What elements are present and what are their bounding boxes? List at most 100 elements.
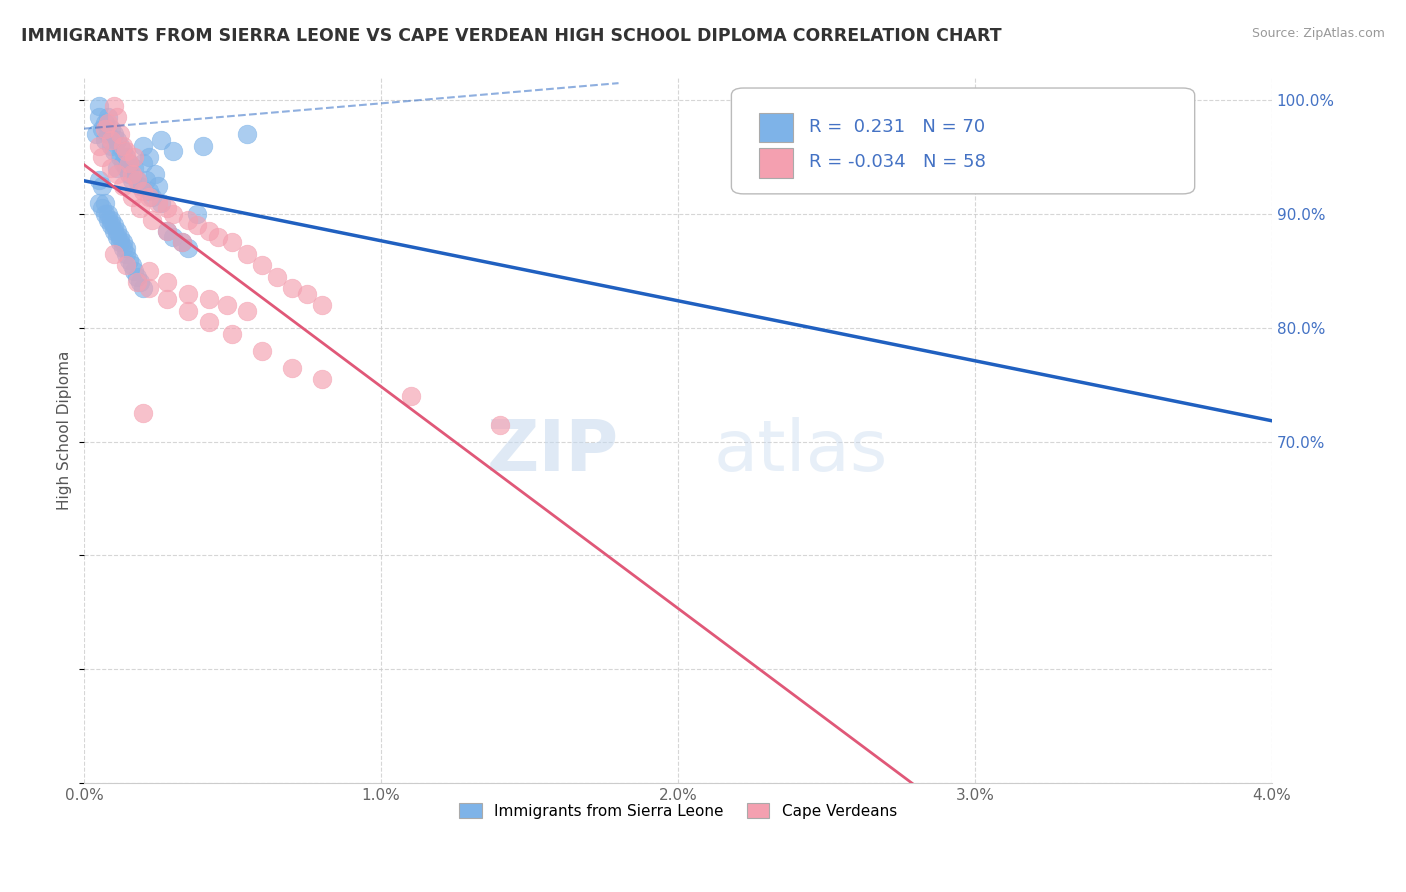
Point (236, 128, 259, 142)
Point (197, 315, 219, 329)
Point (117, 156, 139, 170)
Point (132, 184, 155, 198)
Point (100, 133, 122, 147)
Point (162, 229, 184, 244)
Point (105, 167, 128, 181)
Point (111, 235, 134, 250)
Text: R = -0.034   N = 58: R = -0.034 N = 58 (808, 153, 986, 171)
Point (121, 167, 143, 181)
Point (111, 138, 134, 153)
Point (94, 133, 117, 147)
Point (162, 207, 184, 221)
Point (100, 121, 122, 136)
Point (141, 212, 163, 227)
Point (295, 286, 318, 301)
Point (197, 224, 219, 238)
Point (266, 269, 288, 284)
Point (129, 202, 152, 216)
Point (156, 293, 179, 307)
Point (121, 258, 143, 272)
Point (114, 247, 136, 261)
Point (100, 161, 122, 176)
Point (87, 110, 110, 124)
FancyBboxPatch shape (731, 88, 1195, 194)
Point (207, 229, 229, 244)
Point (177, 286, 200, 301)
Point (138, 150, 160, 164)
Point (117, 156, 139, 170)
Point (90, 121, 112, 136)
Point (127, 173, 149, 187)
Point (311, 298, 333, 312)
Point (90, 150, 112, 164)
Point (138, 190, 160, 204)
Point (103, 99, 125, 113)
Point (105, 133, 128, 147)
Point (124, 150, 146, 164)
Point (103, 224, 125, 238)
Point (100, 212, 122, 227)
Point (108, 128, 131, 142)
Point (156, 202, 179, 216)
Point (311, 372, 333, 386)
Text: R =  0.231   N = 70: R = 0.231 N = 70 (808, 118, 984, 136)
Point (105, 229, 128, 244)
Point (114, 258, 136, 272)
Point (100, 219, 122, 233)
Point (111, 145, 134, 159)
Point (114, 145, 136, 159)
Point (177, 303, 200, 318)
Point (138, 184, 160, 198)
Point (127, 275, 149, 289)
Point (191, 138, 214, 153)
Point (114, 241, 136, 255)
Point (132, 156, 155, 170)
Point (177, 241, 200, 255)
Point (97, 128, 120, 142)
Point (103, 145, 125, 159)
Point (100, 138, 122, 153)
Point (488, 417, 510, 432)
Point (94, 121, 117, 136)
Point (127, 269, 149, 284)
Legend: Immigrants from Sierra Leone, Cape Verdeans: Immigrants from Sierra Leone, Cape Verde… (453, 797, 903, 825)
Point (105, 161, 128, 176)
Point (108, 235, 131, 250)
Point (135, 173, 157, 187)
Point (114, 150, 136, 164)
Point (117, 252, 139, 267)
Point (94, 116, 117, 130)
Point (236, 303, 259, 318)
Point (94, 195, 117, 210)
Point (124, 264, 146, 278)
Point (111, 178, 134, 193)
Point (105, 110, 128, 124)
Point (177, 212, 200, 227)
Point (111, 156, 134, 170)
Point (132, 406, 155, 420)
Point (103, 247, 125, 261)
Point (156, 275, 179, 289)
Point (150, 195, 173, 210)
Point (281, 360, 304, 375)
Point (90, 202, 112, 216)
Point (97, 207, 120, 221)
Point (87, 99, 110, 113)
Text: Source: ZipAtlas.com: Source: ZipAtlas.com (1251, 27, 1385, 40)
Point (132, 138, 155, 153)
Point (117, 167, 139, 181)
Point (162, 145, 184, 159)
Point (108, 150, 131, 164)
Point (170, 235, 193, 250)
Point (129, 275, 152, 289)
Point (108, 138, 131, 153)
Point (103, 128, 125, 142)
Point (84, 128, 107, 142)
Point (138, 281, 160, 295)
Point (121, 190, 143, 204)
Point (108, 229, 131, 244)
Point (250, 258, 273, 272)
Y-axis label: High School Diploma: High School Diploma (58, 351, 72, 510)
Point (87, 138, 110, 153)
Point (97, 110, 120, 124)
